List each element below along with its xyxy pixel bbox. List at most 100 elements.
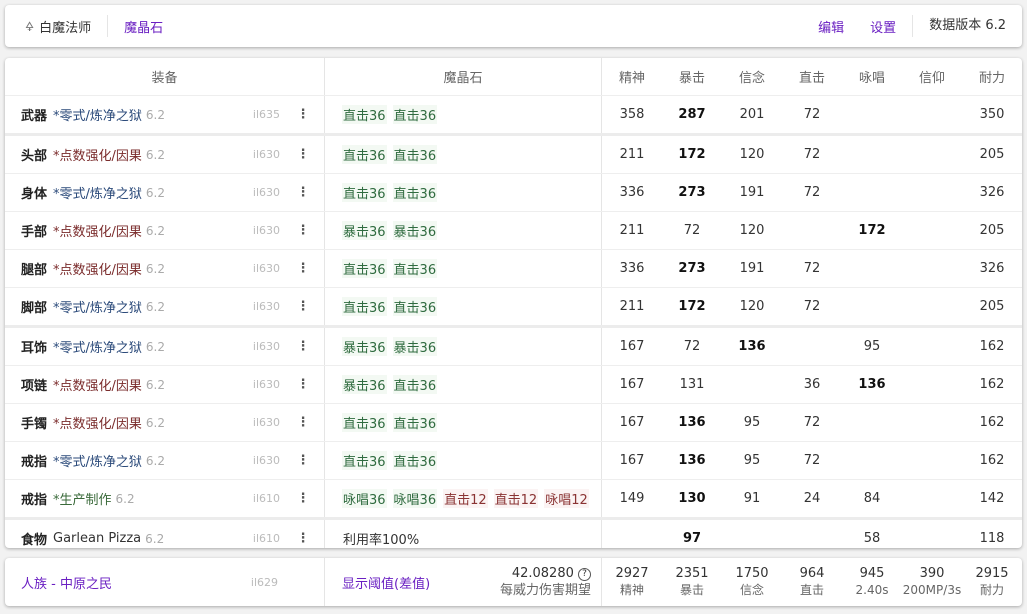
- item-version: 6.2: [145, 223, 165, 238]
- materia-slot[interactable]: 直击36: [392, 297, 438, 316]
- equipment-cell: 腿部 *点数强化/因果 6.2 il630 ⋮: [5, 250, 325, 287]
- materia-slot[interactable]: 直击36: [342, 297, 387, 316]
- slot-label: 身体: [21, 187, 48, 202]
- materia-slot[interactable]: 直击36: [392, 145, 438, 164]
- materia-cell: 暴击36 暴击36: [325, 328, 602, 365]
- slot-label: 手镯: [21, 417, 48, 432]
- stat-value: 72: [803, 107, 821, 122]
- item-version: 6.2: [145, 261, 165, 276]
- stat-value: 273: [678, 185, 706, 200]
- stat-value: 72: [803, 261, 821, 276]
- more-vert-icon[interactable]: ⋮: [296, 415, 310, 430]
- item-name[interactable]: *零式/炼净之狱: [53, 301, 142, 316]
- materia-slot[interactable]: 直击36: [342, 451, 387, 470]
- stat-value: 58: [863, 531, 881, 546]
- item-name[interactable]: *点数强化/因果: [53, 225, 142, 240]
- materia-slot[interactable]: 直击36: [342, 105, 387, 124]
- total-label: 信念: [739, 583, 764, 597]
- item-version: 6.2: [145, 299, 165, 314]
- total-value: 2927: [615, 566, 649, 581]
- table-row: 手镯 *点数强化/因果 6.2 il630 ⋮ 直击36 直击36 167 136 95 72 162: [5, 404, 1022, 442]
- item-name[interactable]: *零式/炼净之狱: [53, 455, 142, 470]
- item-name[interactable]: *零式/炼净之狱: [53, 341, 142, 356]
- stat-value: 191: [739, 261, 765, 276]
- item-name[interactable]: Garlean Pizza: [53, 531, 142, 546]
- item-version: 6.2: [145, 107, 165, 122]
- item-name[interactable]: *生产制作: [53, 493, 112, 508]
- total-stat: 2351 暴击: [662, 566, 722, 598]
- edit-button[interactable]: 编辑: [818, 20, 845, 36]
- materia-slot[interactable]: 直击12: [493, 489, 539, 508]
- more-vert-icon[interactable]: ⋮: [296, 223, 310, 238]
- item-name[interactable]: *零式/炼净之狱: [53, 109, 142, 124]
- materia-slot[interactable]: 直击36: [342, 413, 387, 432]
- item-name[interactable]: *点数强化/因果: [53, 263, 142, 278]
- stat-value: 95: [743, 415, 761, 430]
- materia-slot[interactable]: 直击36: [342, 145, 387, 164]
- summary-race: 人族 - 中原之民 il629: [5, 558, 325, 606]
- tab-materia[interactable]: 魔晶石: [124, 20, 164, 36]
- stat-value: 172: [858, 223, 886, 238]
- materia-slot[interactable]: 直击36: [392, 259, 438, 278]
- more-vert-icon[interactable]: ⋮: [296, 185, 310, 200]
- item-name[interactable]: *零式/炼净之狱: [53, 187, 142, 202]
- materia-slot[interactable]: 咏唱36: [342, 489, 387, 508]
- more-vert-icon[interactable]: ⋮: [296, 491, 310, 506]
- materia-slot[interactable]: 直击36: [342, 259, 387, 278]
- damage-expectation: 42.08280 ? 每威力伤害期望: [500, 565, 591, 599]
- race-selector[interactable]: 人族 - 中原之民: [21, 576, 112, 592]
- stat-value: 136: [678, 415, 706, 430]
- equipment-cell: 脚部 *零式/炼净之狱 6.2 il630 ⋮: [5, 288, 325, 325]
- stat-value: 72: [803, 147, 821, 162]
- item-name[interactable]: *点数强化/因果: [53, 149, 142, 164]
- materia-slot[interactable]: 暴击36: [342, 221, 387, 240]
- materia-slot[interactable]: 咏唱36: [392, 489, 438, 508]
- materia-slot[interactable]: 直击36: [392, 451, 438, 470]
- header-stat: 直击: [798, 71, 825, 86]
- materia-cell: 直击36 直击36: [325, 96, 602, 133]
- item-name[interactable]: *点数强化/因果: [53, 379, 142, 394]
- more-vert-icon[interactable]: ⋮: [296, 453, 310, 468]
- materia-slot[interactable]: 暴击36: [392, 337, 438, 356]
- header-equipment: 装备: [5, 58, 325, 95]
- item-level: il630: [252, 262, 280, 275]
- more-vert-icon[interactable]: ⋮: [296, 147, 310, 162]
- stat-value: 211: [619, 147, 645, 162]
- item-level: il630: [252, 148, 280, 161]
- settings-button[interactable]: 设置: [870, 20, 897, 36]
- total-value: 390: [919, 566, 945, 581]
- stat-value: 162: [979, 415, 1005, 430]
- materia-slot[interactable]: 直击36: [392, 183, 438, 202]
- materia-cell: 直击36 直击36: [325, 288, 602, 325]
- more-vert-icon[interactable]: ⋮: [296, 299, 310, 314]
- total-value: 964: [799, 566, 825, 581]
- more-vert-icon[interactable]: ⋮: [296, 107, 310, 122]
- materia-slot[interactable]: 暴击36: [392, 221, 438, 240]
- materia-slot[interactable]: 暴击36: [342, 337, 387, 356]
- item-version: 6.2: [145, 453, 165, 468]
- materia-slot[interactable]: 直击36: [342, 183, 387, 202]
- stat-value: 326: [979, 185, 1005, 200]
- job-selector[interactable]: 🜍 白魔法师: [5, 15, 109, 37]
- materia-slot[interactable]: 咏唱12: [544, 489, 589, 508]
- slot-label: 武器: [21, 109, 48, 124]
- stat-value: 149: [619, 491, 645, 506]
- materia-slot[interactable]: 直击36: [392, 105, 438, 124]
- threshold-toggle[interactable]: 显示阈值(差值): [342, 576, 431, 592]
- materia-slot[interactable]: 直击36: [392, 413, 438, 432]
- help-icon[interactable]: ?: [578, 568, 591, 581]
- materia-slot[interactable]: 直击36: [392, 375, 438, 394]
- more-vert-icon[interactable]: ⋮: [296, 377, 310, 392]
- item-name[interactable]: *点数强化/因果: [53, 417, 142, 432]
- materia-slot[interactable]: 暴击36: [342, 375, 387, 394]
- materia-slot[interactable]: 利用率100%: [343, 533, 420, 548]
- more-vert-icon[interactable]: ⋮: [296, 531, 310, 546]
- more-vert-icon[interactable]: ⋮: [296, 339, 310, 354]
- item-version: 6.2: [145, 377, 165, 392]
- stat-value: 205: [979, 223, 1005, 238]
- stat-value: 167: [619, 377, 645, 392]
- header-stat: 咏唱: [858, 71, 885, 86]
- materia-slot[interactable]: 直击12: [443, 489, 488, 508]
- table-row: 头部 *点数强化/因果 6.2 il630 ⋮ 直击36 直击36 211 172 120 72 20…: [5, 136, 1022, 174]
- more-vert-icon[interactable]: ⋮: [296, 261, 310, 276]
